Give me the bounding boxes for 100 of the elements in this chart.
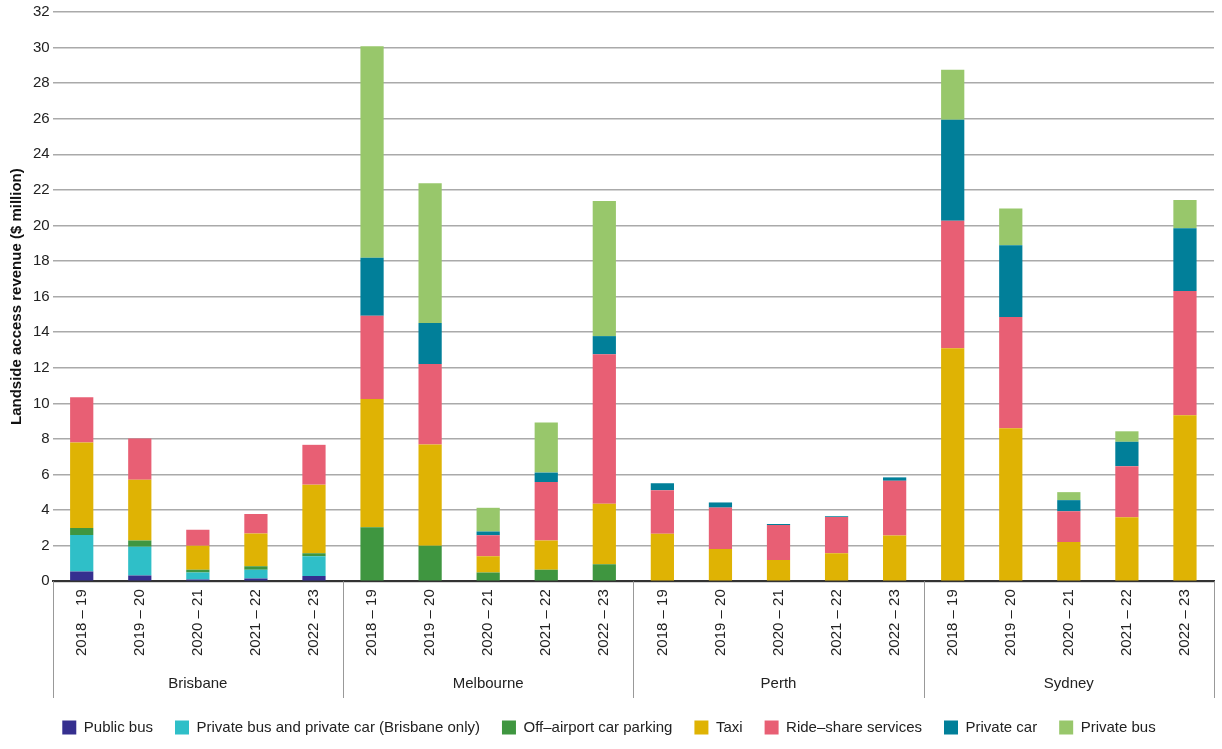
- bar: [708, 507, 733, 549]
- text: Perth: [760, 674, 797, 692]
- y-tick-label: 0: [41, 571, 50, 589]
- bar: [128, 546, 152, 576]
- x-tick-label: 2020 – 21: [187, 589, 205, 656]
- y-tick-label: 2: [41, 535, 50, 553]
- bar: [941, 220, 965, 349]
- x-tick-label: 2022 – 23: [1175, 589, 1193, 656]
- bar: [534, 482, 558, 541]
- bar: [1057, 500, 1081, 512]
- legend-label: Off–airport car parking: [523, 717, 673, 735]
- text: Sydney: [1043, 674, 1095, 692]
- bar: [650, 533, 674, 581]
- y-tick-label: 12: [33, 357, 50, 375]
- legend-label: Private bus: [1080, 717, 1156, 735]
- x-tick-label: 2022 – 23: [594, 589, 612, 656]
- bar: [128, 438, 152, 480]
- bar: [244, 514, 268, 534]
- bar: [1115, 441, 1139, 467]
- bar: [999, 428, 1023, 581]
- bar: [418, 183, 442, 323]
- x-tick-label: 2021 – 22: [826, 589, 844, 656]
- bar: [1173, 200, 1197, 229]
- bar: [244, 566, 268, 570]
- bar: [70, 535, 94, 572]
- y-tick-label: 14: [33, 322, 50, 340]
- bar: [302, 556, 326, 577]
- legend-label: Private car: [965, 717, 1038, 735]
- bar: [302, 576, 326, 581]
- bar: [941, 119, 965, 221]
- y-tick-label: 30: [33, 37, 50, 55]
- bar: [1173, 228, 1197, 292]
- bar: [534, 472, 558, 482]
- bar: [824, 517, 849, 554]
- x-tick-label: 2022 – 23: [884, 589, 902, 656]
- y-tick-label: 20: [33, 215, 50, 233]
- bar: [418, 322, 442, 365]
- bar: [766, 559, 791, 581]
- bar: [592, 564, 616, 581]
- bar: [302, 444, 326, 485]
- bar: [941, 69, 965, 120]
- y-tick-label: 26: [33, 108, 50, 126]
- bar: [1115, 517, 1139, 581]
- bar: [883, 477, 907, 481]
- bar: [70, 571, 94, 581]
- bar: [476, 531, 500, 536]
- bar: [592, 336, 616, 355]
- text: Brisbane: [168, 674, 228, 692]
- legend-label: Ride–share services: [786, 717, 922, 735]
- y-tick-label: 4: [41, 500, 50, 518]
- y-tick-label: 8: [41, 429, 50, 447]
- bar: [592, 201, 616, 337]
- y-tick-label: 18: [33, 251, 50, 269]
- x-tick-label: 2020 – 21: [1058, 589, 1076, 656]
- legend-label: Public bus: [83, 717, 153, 735]
- bar: [824, 553, 849, 581]
- y-tick-label: 32: [33, 2, 50, 20]
- bar: [360, 46, 384, 258]
- y-tick-label: 22: [33, 180, 50, 198]
- bar: [941, 348, 965, 581]
- bar: [999, 208, 1023, 246]
- bar: [476, 507, 500, 532]
- bar: [708, 502, 733, 508]
- bar: [1057, 511, 1081, 542]
- bar: [418, 364, 442, 445]
- x-tick-label: 2019 – 20: [1000, 589, 1018, 656]
- y-tick-label: 6: [41, 464, 50, 482]
- bar: [592, 503, 616, 565]
- bar: [70, 527, 94, 536]
- bar: [766, 525, 791, 560]
- bar: [1173, 291, 1197, 416]
- y-tick-label: 28: [33, 73, 50, 91]
- bar: [650, 490, 674, 534]
- bar: [418, 545, 442, 581]
- bar: [534, 540, 558, 570]
- x-tick-label: 2020 – 21: [478, 589, 496, 656]
- x-tick-label: 2019 – 20: [710, 589, 728, 656]
- x-tick-label: 2019 – 20: [420, 589, 438, 656]
- bar: [418, 444, 442, 546]
- bar: [128, 479, 152, 541]
- x-tick-label: 2018 – 19: [362, 589, 380, 656]
- bar: [128, 575, 152, 581]
- bar: [1115, 431, 1139, 442]
- bar: [592, 354, 616, 504]
- bar: [534, 422, 558, 473]
- bar: [128, 540, 152, 547]
- bar: [302, 484, 326, 554]
- bar: [1057, 492, 1081, 501]
- x-tick-label: 2018 – 19: [652, 589, 670, 656]
- bar: [999, 245, 1023, 317]
- bar: [883, 480, 907, 536]
- bar: [999, 316, 1023, 429]
- bar: [70, 442, 94, 528]
- bar: [360, 257, 384, 316]
- bar: [302, 553, 326, 557]
- bar: [186, 569, 210, 573]
- x-tick-label: 2019 – 20: [129, 589, 147, 656]
- bar: [360, 398, 384, 528]
- bar: [476, 572, 500, 581]
- x-tick-label: 2021 – 22: [1117, 589, 1135, 656]
